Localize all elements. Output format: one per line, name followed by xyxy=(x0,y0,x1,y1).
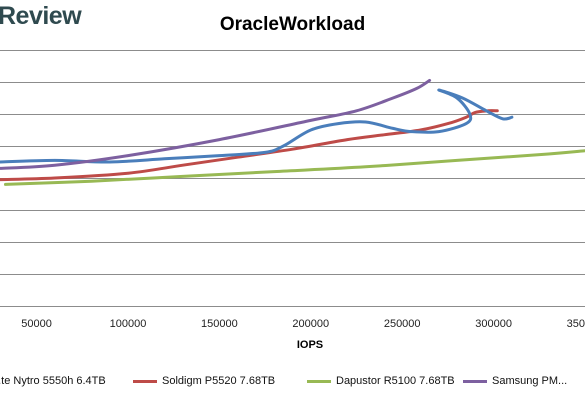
series-lines xyxy=(0,78,585,186)
x-tick-label-250000: 250000 xyxy=(384,318,421,330)
legend-swatch xyxy=(463,379,487,383)
series-line-2 xyxy=(0,109,499,182)
legend-label: Samsung PM... xyxy=(492,375,568,387)
legend-label: Dapustor R5100 7.68TB xyxy=(336,375,455,387)
chart-title: OracleWorkload xyxy=(219,14,366,35)
chart-legend: ...te Nytro 5550h 6.4TB Soldigm P5520 7.6… xyxy=(0,372,585,390)
legend-label: Soldigm P5520 7.68TB xyxy=(162,375,276,387)
x-tick-label-300000: 300000 xyxy=(475,318,512,330)
legend-label: ...te Nytro 5550h 6.4TB xyxy=(0,375,106,387)
legend-swatch xyxy=(307,379,331,383)
x-axis-label: IOPS xyxy=(297,339,323,351)
series-line-4 xyxy=(0,78,432,170)
x-axis-ticks: 50000 100000 150000 200000 250000 300000 35000… xyxy=(21,318,585,330)
legend-item-2: Soldigm P5520 7.68TB xyxy=(133,372,275,390)
x-tick-label-100000: 100000 xyxy=(110,318,147,330)
gridlines xyxy=(0,50,585,307)
legend-item-1: ...te Nytro 5550h 6.4TB xyxy=(0,372,106,390)
legend-swatch xyxy=(133,379,157,383)
x-tick-label-150000: 150000 xyxy=(201,318,238,330)
legend-item-3: Dapustor R5100 7.68TB xyxy=(307,372,455,390)
series-line-3 xyxy=(4,149,585,186)
brand-logo-text: Review xyxy=(0,2,82,30)
x-tick-label-350000: 350000 xyxy=(567,318,585,330)
x-tick-label-50000: 50000 xyxy=(21,318,52,330)
series-line-1 xyxy=(0,88,514,164)
legend-item-4: Samsung PM... xyxy=(463,372,567,390)
x-tick-label-200000: 200000 xyxy=(292,318,329,330)
